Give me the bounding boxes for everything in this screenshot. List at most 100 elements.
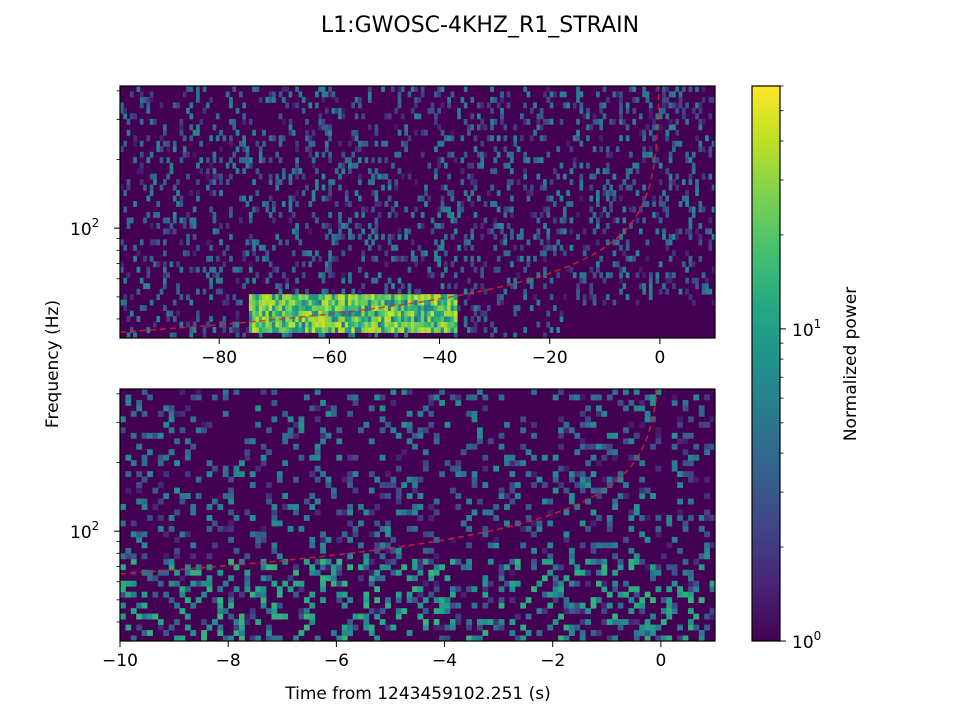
heatmap-cell <box>568 471 575 478</box>
heatmap-cell <box>384 201 389 207</box>
heatmap-cell <box>325 575 332 582</box>
heatmap-cell <box>493 96 498 103</box>
heatmap-cell <box>275 316 280 322</box>
heatmap-cell <box>374 504 381 510</box>
heatmap-cell <box>463 321 468 328</box>
heatmap-cell <box>377 310 382 317</box>
heatmap-cell <box>579 602 586 609</box>
heatmap-cell <box>427 316 432 322</box>
heatmap-cell <box>574 569 581 576</box>
heatmap-cell <box>394 212 399 218</box>
heatmap-cell <box>189 102 194 109</box>
heatmap-cell <box>189 327 194 333</box>
heatmap-cell <box>666 515 673 521</box>
heatmap-cell <box>536 580 543 587</box>
heatmap-cell <box>599 102 604 109</box>
heatmap-cell <box>367 244 372 251</box>
heatmap-cell <box>379 619 386 625</box>
heatmap-cell <box>533 212 537 218</box>
heatmap-cell <box>390 482 397 489</box>
heatmap-cell <box>546 233 551 240</box>
heatmap-cell <box>143 184 147 191</box>
heatmap-cell <box>219 239 223 246</box>
heatmap-cell <box>510 179 514 186</box>
heatmap-cell <box>374 635 381 641</box>
heatmap-cell <box>482 619 489 625</box>
heatmap-cell <box>308 228 313 235</box>
heatmap-cell <box>311 321 316 328</box>
heatmap-cell <box>650 613 656 620</box>
heatmap-cell <box>439 602 445 609</box>
heatmap-cell <box>196 86 200 92</box>
colorbar-gradient <box>751 85 781 642</box>
heatmap-cell <box>212 179 217 186</box>
heatmap-cell <box>348 244 352 251</box>
heatmap-cell <box>377 321 382 328</box>
heatmap-cell <box>162 272 167 279</box>
heatmap-cell <box>172 217 177 224</box>
heatmap-cell <box>308 310 313 317</box>
heatmap-cell <box>314 389 321 395</box>
heatmap-cell <box>189 86 194 92</box>
heatmap-cell <box>196 244 200 251</box>
heatmap-cell <box>450 261 455 268</box>
heatmap-cell <box>136 399 143 406</box>
heatmap-cell <box>671 399 678 406</box>
heatmap-cell <box>543 135 547 142</box>
heatmap-cell <box>125 394 132 401</box>
heatmap-cell <box>437 255 442 262</box>
heatmap-cell <box>483 151 488 158</box>
heatmap-cell <box>149 239 154 246</box>
heatmap-cell <box>217 525 224 532</box>
heatmap-cell <box>698 421 705 428</box>
heatmap-cell <box>344 190 349 196</box>
heatmap-cell <box>483 201 488 207</box>
heatmap-cell <box>318 86 323 92</box>
heatmap-cell <box>490 135 494 142</box>
heatmap-cell <box>278 113 283 120</box>
heatmap-cell <box>566 102 570 109</box>
heatmap-cell <box>619 113 623 120</box>
heatmap-cell <box>526 157 531 164</box>
heatmap-cell <box>331 316 336 322</box>
heatmap-cell <box>328 261 332 268</box>
heatmap-cell <box>482 575 489 582</box>
heatmap-cell <box>354 294 359 301</box>
heatmap-cell <box>358 179 362 186</box>
heatmap-cell <box>298 321 303 328</box>
heatmap-cell <box>248 305 253 312</box>
heatmap-cell <box>420 86 425 92</box>
heatmap-cell <box>437 212 442 218</box>
heatmap-cell <box>336 564 343 571</box>
heatmap-cell <box>466 443 472 450</box>
heatmap-cell <box>315 91 319 98</box>
heatmap-cell <box>239 460 245 467</box>
heatmap-cell <box>434 327 438 333</box>
heatmap-cell <box>665 195 670 202</box>
heatmap-cell <box>493 624 500 631</box>
heatmap-cell <box>525 630 532 636</box>
heatmap-cell <box>318 327 323 333</box>
heatmap-cell <box>206 553 213 560</box>
heatmap-cell <box>195 597 202 604</box>
heatmap-cell <box>341 272 346 279</box>
heatmap-cell <box>348 332 352 338</box>
heatmap-cell <box>563 624 570 631</box>
heatmap-cell <box>709 580 715 587</box>
heatmap-cell <box>709 542 715 549</box>
heatmap-cell <box>184 471 191 478</box>
heatmap-cell <box>212 327 217 333</box>
heatmap-cell <box>248 316 253 322</box>
heatmap-cell <box>552 591 559 598</box>
heatmap-cell <box>258 173 263 180</box>
heatmap-cell <box>678 96 683 103</box>
heatmap-cell <box>623 427 629 434</box>
heatmap-cell <box>556 173 561 180</box>
heatmap-cell <box>146 102 151 109</box>
heatmap-cell <box>328 151 332 158</box>
heatmap-cell <box>490 107 494 114</box>
heatmap-cell <box>314 498 321 505</box>
heatmap-cell <box>486 135 491 142</box>
heatmap-cell <box>278 212 283 218</box>
